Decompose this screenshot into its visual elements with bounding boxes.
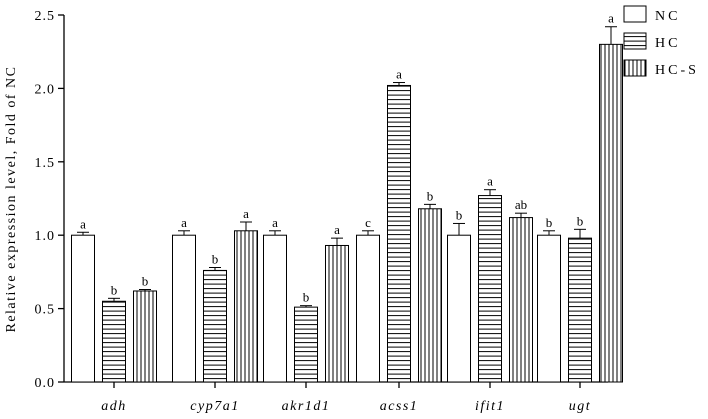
legend-swatch-nc (623, 5, 647, 23)
x-tick-label-ugt: ugt (569, 399, 591, 414)
bar-hc-ugt (568, 237, 592, 383)
bar-nc-ugt (537, 234, 561, 383)
significance-letter: b (577, 213, 584, 228)
significance-letter: b (142, 274, 149, 289)
bar-hc-ifit1 (478, 195, 502, 383)
bar-hc-cyp7a1 (203, 269, 227, 383)
significance-letter: b (546, 215, 553, 230)
bar-nc-adh (71, 234, 95, 383)
significance-letter: a (334, 222, 340, 237)
legend-label-hc: HC (655, 36, 680, 51)
x-tick-label-akr1d1: akr1d1 (282, 399, 331, 414)
y-tick-label: 2.0 (35, 82, 56, 97)
bar-nc-acss1 (356, 234, 380, 383)
bar-hc-s-acss1 (418, 208, 442, 383)
bar-hc-s-cyp7a1 (234, 230, 258, 383)
significance-letter: a (608, 11, 614, 26)
x-tick-label-ifit1: ifit1 (475, 399, 505, 414)
bar-hc-s-adh (133, 290, 157, 383)
bar-hc-s-akr1d1 (325, 244, 349, 383)
significance-letter: b (111, 282, 118, 297)
significance-letter: a (181, 215, 187, 230)
bar-hc-acss1 (387, 84, 411, 383)
significance-letter: a (243, 206, 249, 221)
significance-letter: b (303, 290, 310, 305)
bar-nc-cyp7a1 (172, 234, 196, 383)
y-axis-title: Relative expression level, Fold of NC (4, 65, 19, 332)
y-tick-label: 1.0 (35, 229, 56, 244)
significance-letter: a (396, 67, 402, 82)
significance-letter: ab (515, 197, 527, 212)
bar-hc-adh (102, 300, 126, 383)
legend: NC HC HC-S (623, 5, 699, 78)
bar-hc-s-ifit1 (509, 217, 533, 383)
significance-letter: a (272, 215, 278, 230)
x-tick-label-cyp7a1: cyp7a1 (190, 399, 239, 414)
significance-letter: b (427, 188, 434, 203)
bar-hc-s-ugt (599, 43, 623, 383)
y-tick-label: 2.5 (35, 9, 56, 24)
y-tick-label: 0.5 (35, 303, 56, 318)
y-tick-label: 1.5 (35, 156, 56, 171)
legend-swatch-hc-s (623, 59, 647, 77)
legend-label-nc: NC (655, 9, 680, 24)
significance-letter: a (80, 216, 86, 231)
bar-hc-akr1d1 (294, 306, 318, 383)
y-tick-label: 0.0 (35, 376, 56, 391)
x-tick-label-adh: adh (101, 399, 127, 414)
bar-nc-ifit1 (447, 234, 471, 383)
bar-nc-akr1d1 (263, 234, 287, 383)
x-tick-label-acss1: acss1 (380, 399, 419, 414)
legend-label-hc-s: HC-S (655, 63, 699, 78)
significance-letter: b (456, 207, 463, 222)
significance-letter: a (487, 174, 493, 189)
significance-letter: b (212, 251, 219, 266)
axes: 0.0 0.5 1.0 1.5 2.0 2.5 adh cyp7a1 akr1d1 acss1 if… (35, 9, 608, 414)
significance-letter: c (365, 215, 371, 230)
legend-swatch-hc (623, 32, 647, 50)
